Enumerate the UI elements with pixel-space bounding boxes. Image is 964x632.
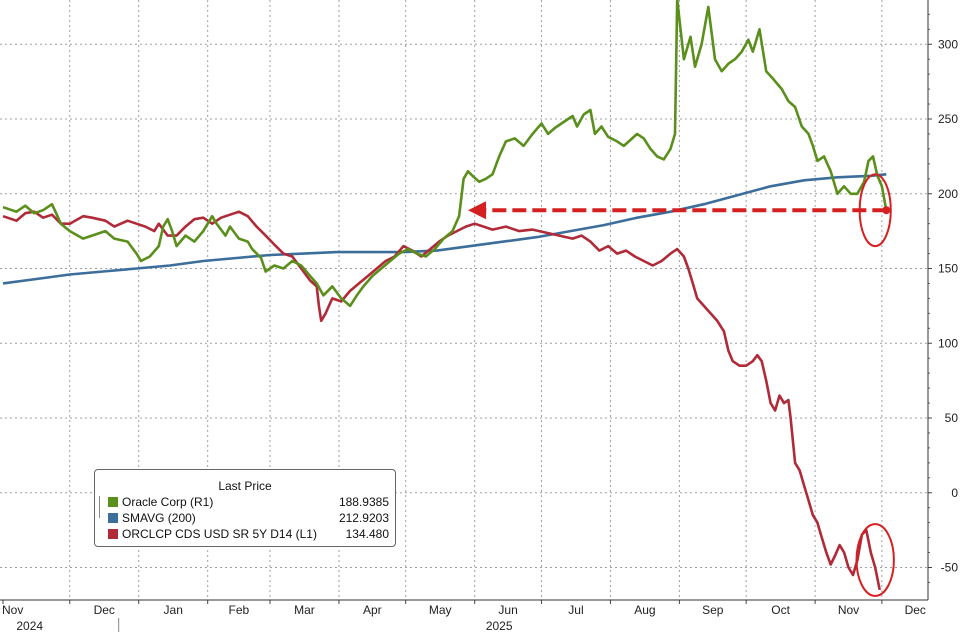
series-line-0: [2, 0, 888, 308]
legend-name: SMAVG (200): [122, 511, 196, 525]
x-tick-label: Jul: [568, 603, 583, 617]
x-tick-label: Mar: [294, 603, 315, 617]
legend: Last Price Oracle Corp (R1) 188.9385 SMA…: [94, 469, 396, 547]
y-tick-label: 50: [945, 411, 959, 425]
y-tick-label: 100: [938, 336, 958, 350]
year-label: 2024: [16, 619, 43, 632]
arrow-dot: [882, 206, 891, 215]
legend-item-oracle: Oracle Corp (R1) 188.9385: [95, 494, 395, 510]
y-tick-label: 0: [951, 486, 958, 500]
x-tick-label: Nov: [838, 603, 859, 617]
y-tick-label: 250: [938, 112, 958, 126]
legend-swatch-oracle: [108, 497, 118, 507]
legend-swatch-cds: [108, 529, 118, 539]
x-tick-label: Jan: [164, 603, 183, 617]
legend-value: 212.9203: [338, 511, 389, 525]
y-tick-label: 150: [938, 262, 958, 276]
year-label: 2025: [486, 619, 513, 632]
y-tick-label: 200: [938, 187, 958, 201]
legend-name: ORCLCP CDS USD SR 5Y D14 (L1): [122, 527, 317, 541]
legend-item-smavg: SMAVG (200) 212.9203: [95, 510, 395, 526]
legend-name: Oracle Corp (R1): [122, 495, 214, 509]
x-tick-label: Feb: [229, 603, 250, 617]
series-line-2: [2, 210, 881, 591]
x-tick-label: Nov: [2, 603, 23, 617]
x-tick-label: Dec: [94, 603, 115, 617]
annotations: [468, 173, 895, 597]
legend-swatch-smavg: [108, 513, 118, 523]
highlight-ellipse-0: [858, 173, 892, 248]
y-tick-label: -50: [941, 561, 959, 575]
x-tick-label: Aug: [634, 603, 655, 617]
legend-value: 188.9385: [338, 495, 389, 509]
legend-value: 134.480: [345, 527, 389, 541]
y-tick-label: 300: [938, 37, 958, 51]
x-tick-label: Sep: [702, 603, 724, 617]
legend-tree-icon: [99, 496, 106, 518]
x-tick-label: Dec: [905, 603, 926, 617]
x-tick-label: Apr: [363, 603, 382, 617]
legend-title: Last Price: [218, 479, 272, 493]
highlight-ellipse-1: [855, 523, 895, 597]
series-line-1: [2, 173, 887, 285]
series-lines: [2, 0, 888, 591]
x-tick-label: May: [429, 603, 452, 617]
x-tick-label: Jun: [498, 603, 517, 617]
arrow-head: [468, 201, 487, 220]
x-tick-label: Oct: [771, 603, 790, 617]
legend-item-cds: ORCLCP CDS USD SR 5Y D14 (L1) 134.480: [95, 526, 395, 542]
